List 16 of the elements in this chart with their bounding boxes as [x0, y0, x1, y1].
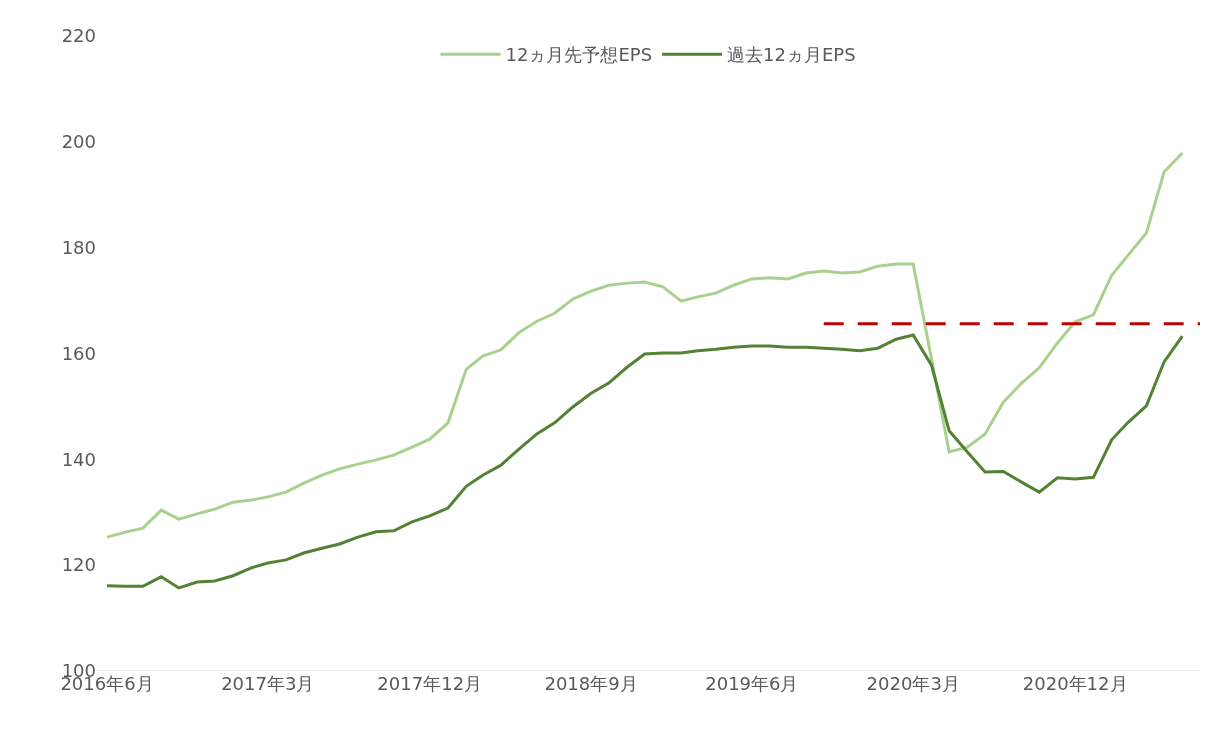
x-tick-label: 2019年6月 — [705, 673, 799, 694]
y-tick-label: 220 — [61, 25, 96, 47]
x-tick-label: 2017年12月 — [377, 673, 483, 694]
x-tick-label: 2017年3月 — [221, 673, 315, 694]
legend-label: 過去12ヵ月EPS — [727, 44, 856, 66]
x-tick-label: 2020年3月 — [866, 673, 960, 694]
x-tick-label: 2018年9月 — [544, 673, 638, 694]
y-tick-label: 140 — [61, 448, 96, 470]
y-tick-label: 120 — [61, 554, 96, 576]
y-tick-label: 180 — [61, 236, 96, 258]
y-tick-label: 160 — [61, 342, 96, 364]
line-series — [105, 333, 1184, 590]
line-series — [105, 151, 1184, 539]
x-tick-label: 2020年12月 — [1022, 673, 1128, 694]
legend-label: 12ヵ月先予想EPS — [505, 44, 653, 66]
y-tick-label: 200 — [61, 131, 96, 153]
